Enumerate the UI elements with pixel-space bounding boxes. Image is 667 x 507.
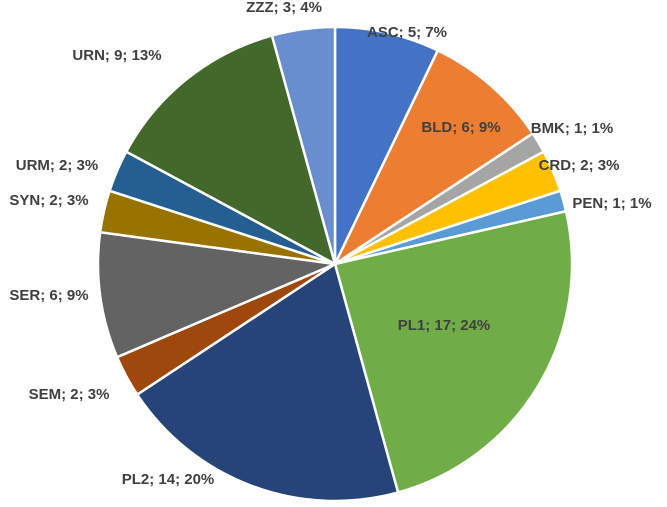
pie-slice-asc — [333, 25, 440, 265]
data-label-syn: SYN; 2; 3% — [9, 192, 88, 209]
data-label-bmk: BMK; 1; 1% — [531, 120, 614, 137]
data-label-ser: SER; 6; 9% — [9, 287, 88, 304]
data-label-asc: ASC; 5; 7% — [367, 24, 447, 41]
data-label-bld: BLD; 6; 9% — [421, 119, 500, 136]
data-label-pl2: PL2; 14; 20% — [122, 471, 215, 488]
pie-slice-pl1 — [333, 209, 574, 494]
pie-slice-ser — [96, 230, 340, 359]
pie-slice-pl2 — [135, 262, 400, 503]
data-label-urm: URM; 2; 3% — [16, 157, 99, 174]
data-label-urn: URN; 9; 13% — [72, 47, 161, 64]
data-label-zzz: ZZZ; 3; 4% — [246, 0, 322, 16]
pie-slice-bld — [331, 48, 535, 268]
pie-slice-urn — [124, 34, 337, 267]
data-labels: ASC; 5; 7% BLD; 6; 9% BMK; 1; 1% CRD; 2; 3%… — [9, 0, 651, 488]
pie-slices — [96, 25, 574, 503]
data-label-sem: SEM; 2; 3% — [29, 386, 110, 403]
data-label-pen: PEN; 1; 1% — [572, 195, 651, 212]
pie-slice-zzz — [270, 25, 337, 265]
data-label-crd: CRD; 2; 3% — [539, 157, 620, 174]
data-label-pl1: PL1; 17; 24% — [398, 317, 491, 334]
